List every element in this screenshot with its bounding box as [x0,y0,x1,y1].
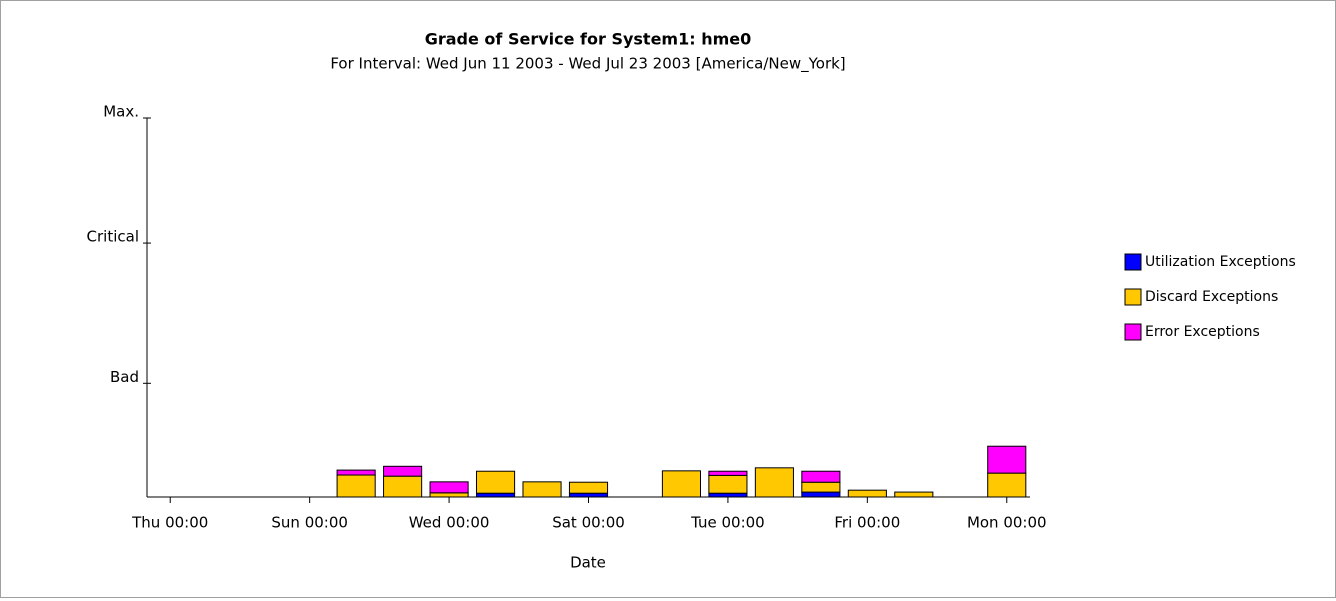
bar-segment [987,472,1027,498]
y-tick-label: Max. [103,103,139,121]
legend-swatch [1124,288,1142,306]
bar-segment [475,470,516,494]
bar-segment [708,474,748,494]
bar-segment [754,467,794,498]
bar-segment [801,491,841,498]
bar-segment [801,481,841,493]
bar-segment [661,470,702,498]
legend-swatch [1124,253,1142,271]
x-tick-label: Mon 00:00 [967,514,1047,532]
y-tick-label: Critical [87,228,139,246]
bar-segment [475,492,516,498]
x-tick-label: Wed 00:00 [409,514,490,532]
y-tick-label: Bad [110,368,139,386]
chart-subtitle: For Interval: Wed Jun 11 2003 - Wed Jul … [330,55,845,74]
legend-swatch [1124,323,1142,341]
bar-segment [801,470,841,483]
bar-segment [336,474,376,498]
bar-segment [568,492,609,498]
bar-segment [708,470,748,476]
legend-label: Utilization Exceptions [1145,254,1296,270]
bar-segment [429,481,469,494]
bar-segment [708,492,748,498]
x-tick-label: Sun 00:00 [271,514,348,532]
bar-segment [383,475,423,498]
x-tick-label: Tue 00:00 [690,514,765,532]
legend-label: Discard Exceptions [1145,289,1278,305]
legend-label: Error Exceptions [1145,324,1260,340]
x-axis-label: Date [570,554,606,572]
bar-segment [987,445,1027,474]
bar-segment [429,492,469,498]
x-tick-label: Fri 00:00 [834,514,900,532]
bar-segment [336,469,376,476]
x-tick-label: Sat 00:00 [552,514,625,532]
bar-segment [894,491,934,498]
x-tick-label: Thu 00:00 [131,514,208,532]
bar-segment [568,481,609,494]
bar-segment [522,481,562,498]
chart-title: Grade of Service for System1: hme0 [425,30,752,49]
bar-segment [383,465,423,477]
bar-segment [847,489,887,498]
